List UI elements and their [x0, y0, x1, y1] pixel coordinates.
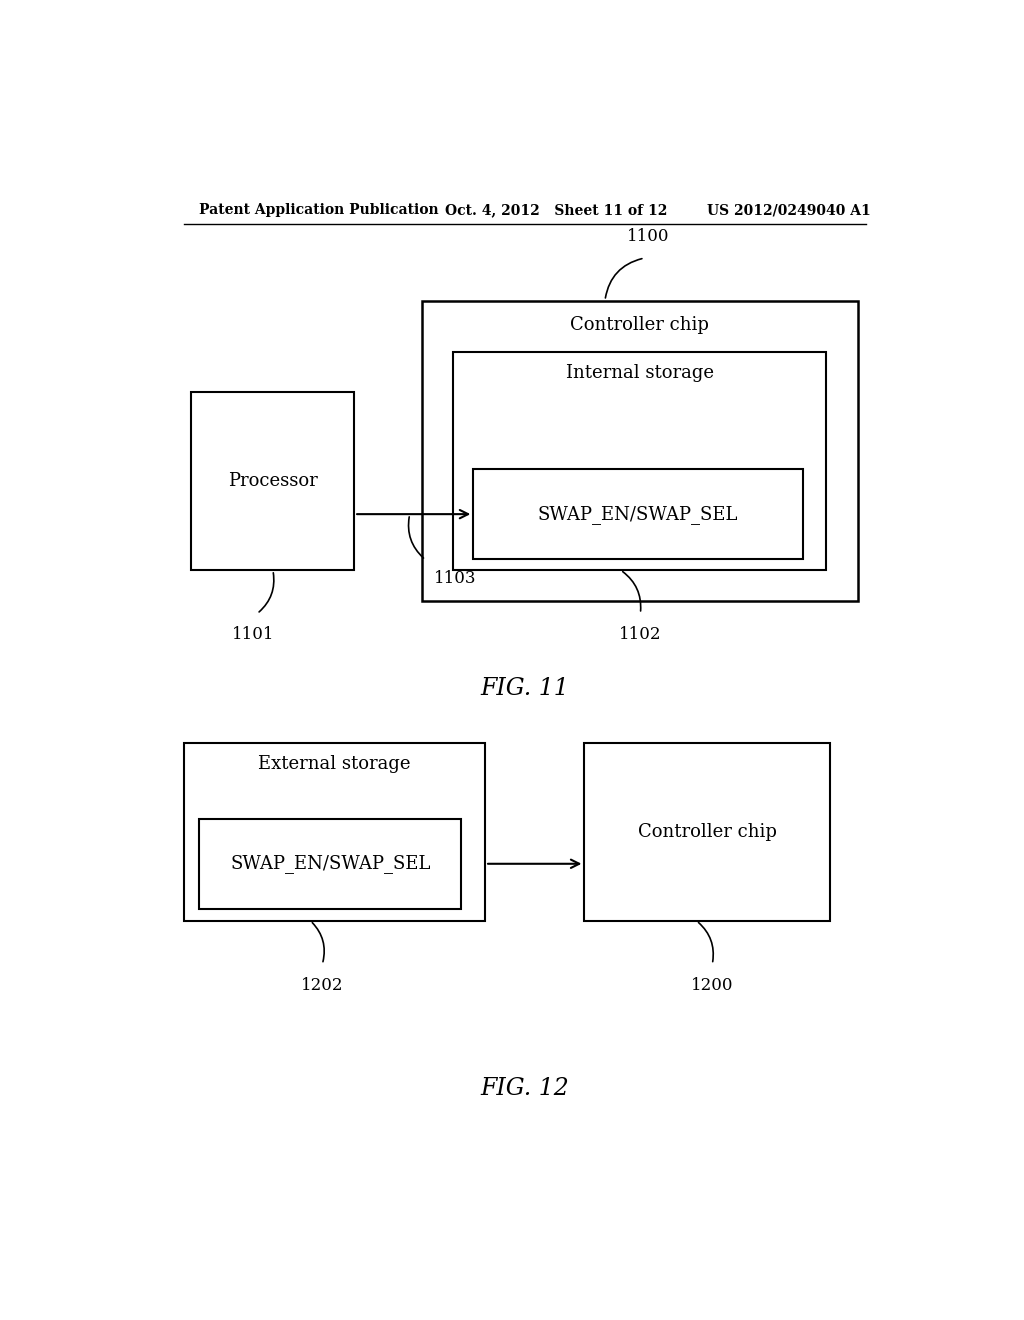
- Text: 1100: 1100: [628, 228, 670, 244]
- Text: 1103: 1103: [433, 570, 476, 587]
- Text: US 2012/0249040 A1: US 2012/0249040 A1: [708, 203, 871, 216]
- Text: 1200: 1200: [691, 977, 733, 994]
- Text: Processor: Processor: [228, 473, 317, 490]
- Text: Patent Application Publication: Patent Application Publication: [200, 203, 439, 216]
- FancyBboxPatch shape: [454, 351, 826, 570]
- Text: Internal storage: Internal storage: [566, 364, 714, 381]
- Text: Controller chip: Controller chip: [638, 822, 777, 841]
- FancyBboxPatch shape: [473, 470, 803, 558]
- Text: FIG. 12: FIG. 12: [480, 1077, 569, 1100]
- Text: Controller chip: Controller chip: [570, 315, 710, 334]
- FancyBboxPatch shape: [183, 743, 485, 921]
- Text: 1102: 1102: [620, 626, 662, 643]
- Text: Oct. 4, 2012   Sheet 11 of 12: Oct. 4, 2012 Sheet 11 of 12: [445, 203, 668, 216]
- FancyBboxPatch shape: [422, 301, 858, 601]
- Text: FIG. 11: FIG. 11: [480, 677, 569, 701]
- Text: SWAP_EN/SWAP_SEL: SWAP_EN/SWAP_SEL: [230, 854, 430, 874]
- Text: 1101: 1101: [231, 626, 274, 643]
- FancyBboxPatch shape: [200, 818, 462, 908]
- Text: SWAP_EN/SWAP_SEL: SWAP_EN/SWAP_SEL: [538, 504, 738, 524]
- Text: External storage: External storage: [258, 755, 411, 774]
- FancyBboxPatch shape: [585, 743, 830, 921]
- FancyBboxPatch shape: [191, 392, 354, 570]
- Text: 1202: 1202: [301, 977, 343, 994]
